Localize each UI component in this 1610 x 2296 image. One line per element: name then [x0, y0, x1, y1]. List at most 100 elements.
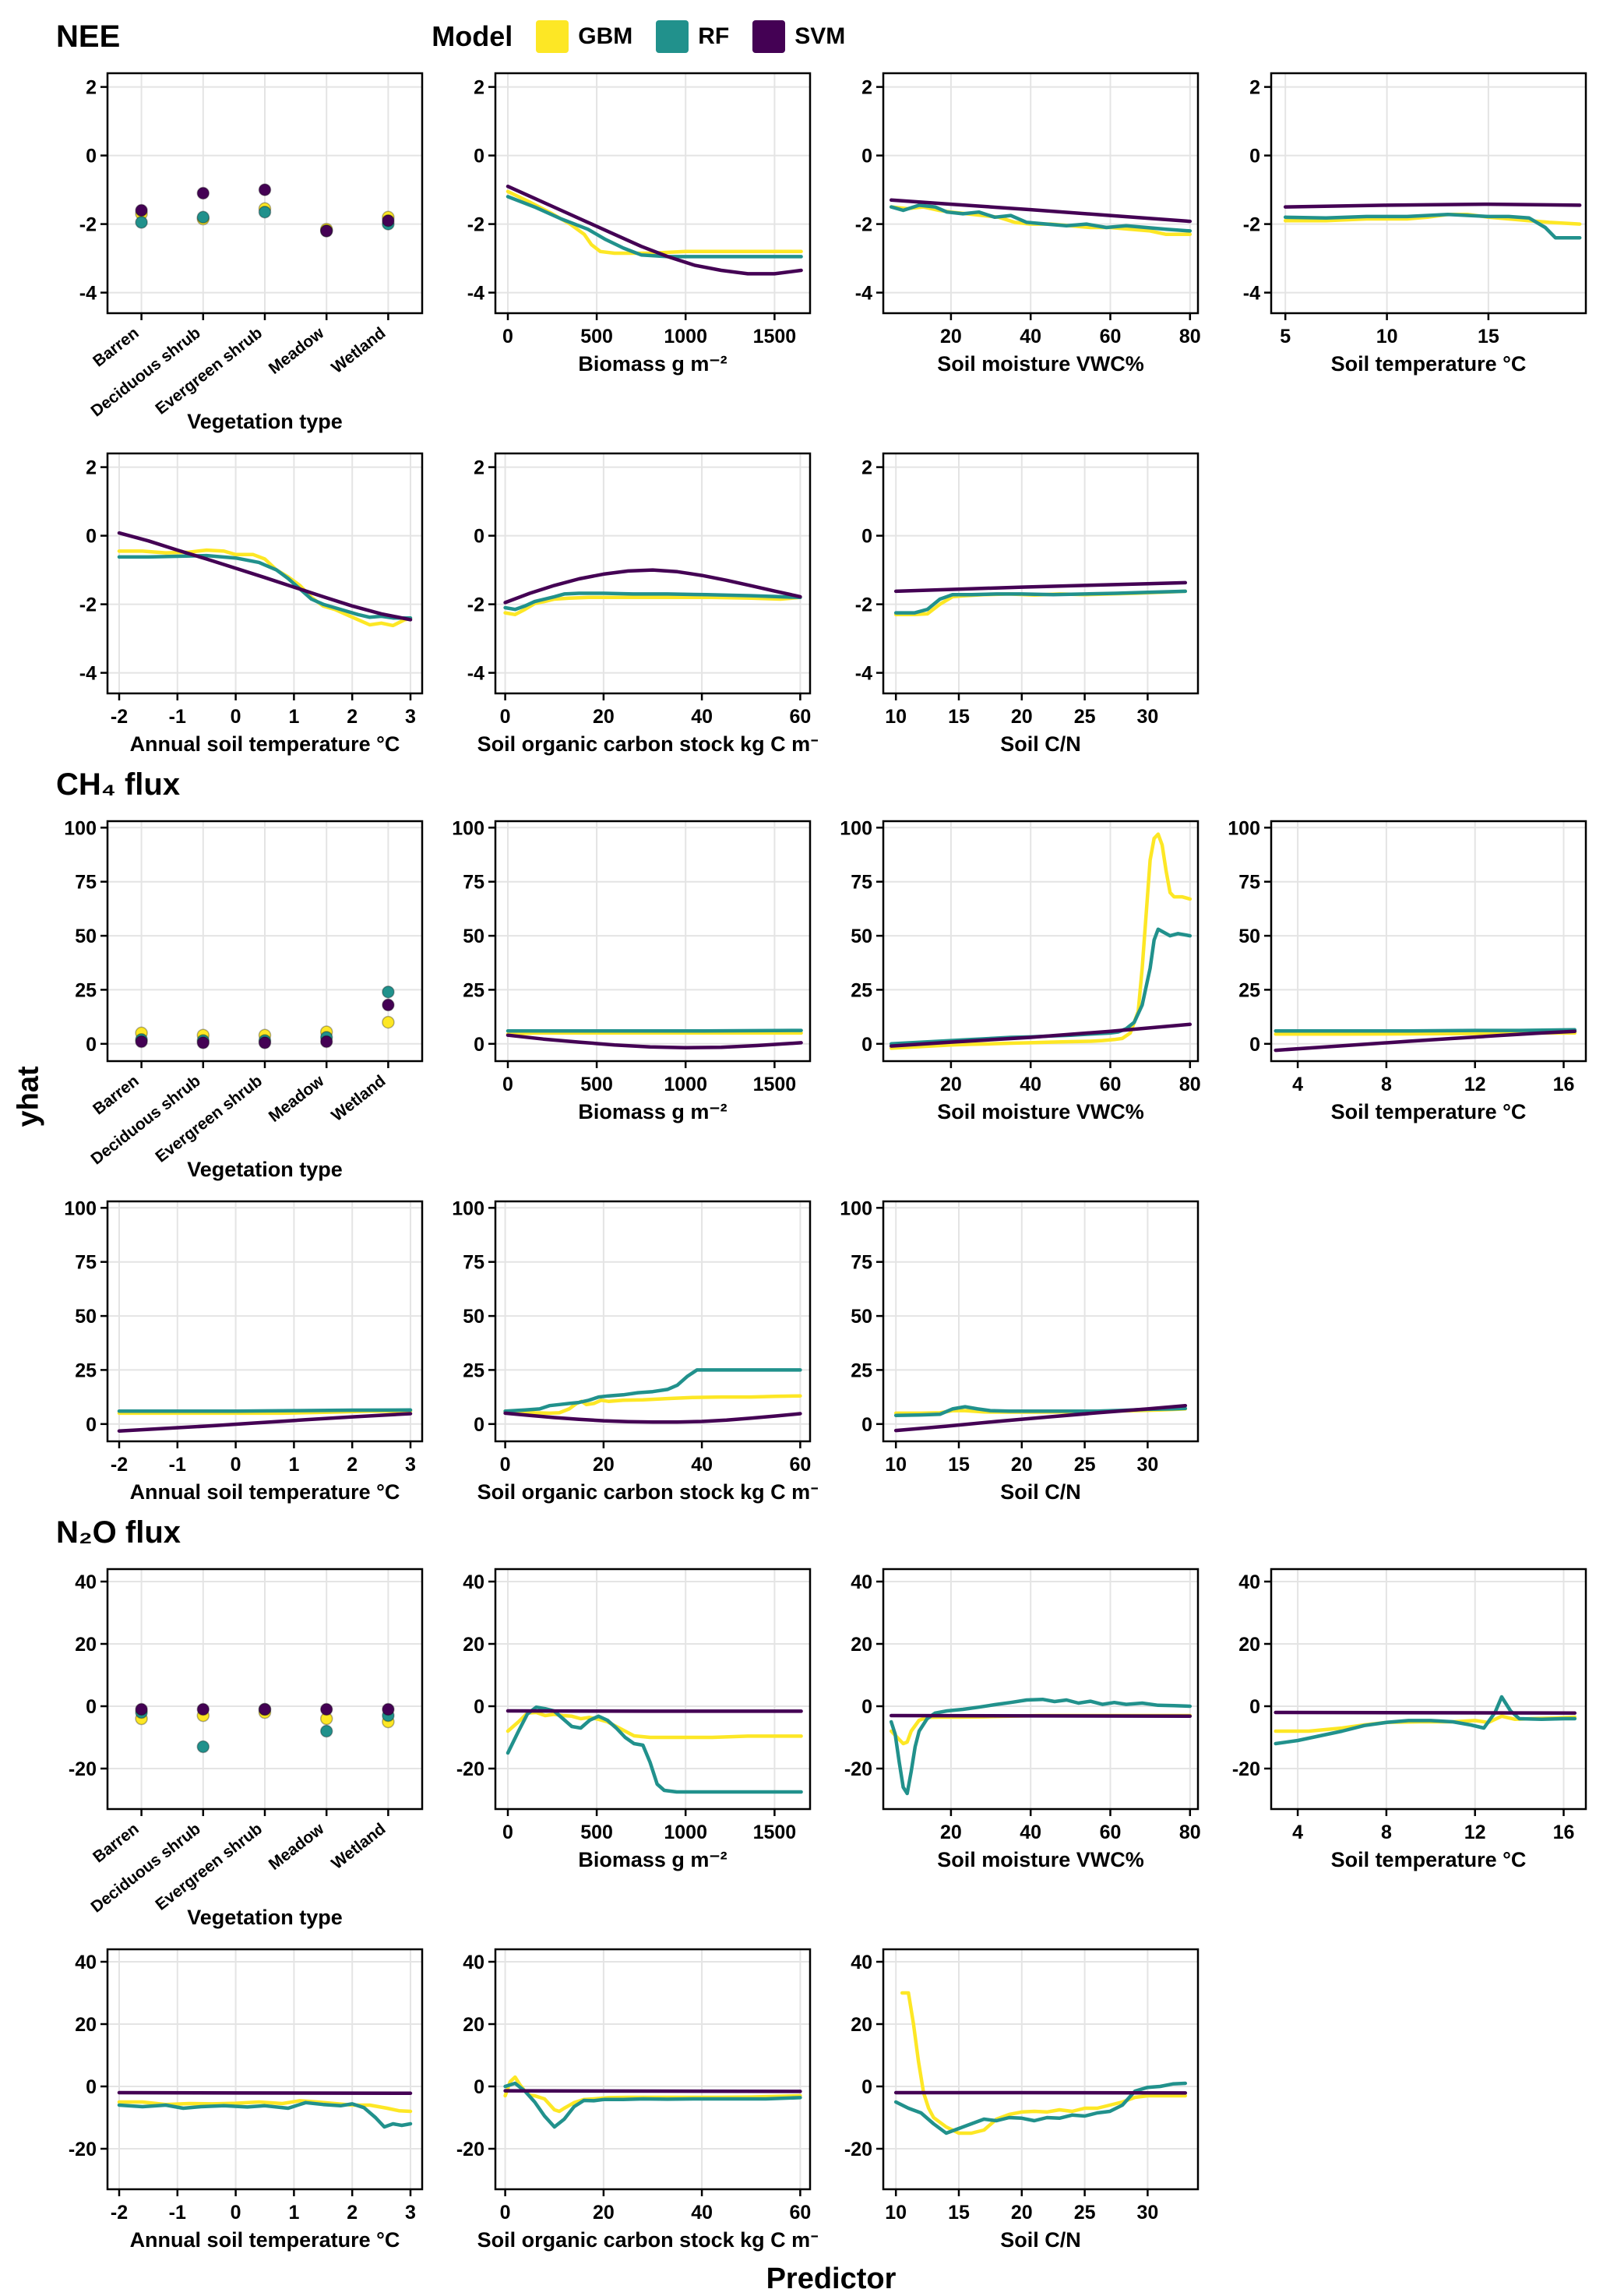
tick-label-x: 3	[405, 706, 416, 728]
line-rf	[506, 1370, 801, 1411]
tick-label-y: -20	[69, 2139, 97, 2160]
tick-label-x: 10	[885, 1454, 907, 1476]
tick-label-y: 2	[861, 457, 872, 479]
tick-label-x: 500	[580, 1074, 613, 1095]
panel-x-axis-label: Annual soil temperature °C	[130, 1480, 400, 1504]
panel-x-axis-label: Soil temperature °C	[1331, 1848, 1527, 1871]
tick-label-x: 40	[1020, 1822, 1041, 1843]
tick-label-x: Evergreen shrub	[152, 324, 266, 418]
tick-label-y: 25	[463, 979, 484, 1001]
tick-label-x: Deciduous shrub	[88, 324, 204, 421]
point-svm	[136, 1704, 147, 1716]
tick-label-y: 75	[1238, 872, 1260, 894]
tick-label-y: 75	[851, 872, 872, 894]
tick-label-x: 20	[1011, 1454, 1033, 1476]
tick-label-y: -2	[467, 214, 484, 236]
tick-label-x: 60	[789, 2202, 811, 2224]
legend-label-svm: SVM	[794, 23, 845, 50]
tick-label-y: -20	[844, 2139, 872, 2160]
panel-border	[107, 1201, 422, 1441]
point-rf	[197, 1741, 209, 1753]
tick-label-x: 40	[1020, 326, 1041, 347]
tick-label-x: Wetland	[328, 1072, 389, 1125]
tick-label-y: 0	[861, 1034, 872, 1056]
tick-label-x: 500	[580, 326, 613, 347]
tick-label-x: 0	[502, 1074, 513, 1095]
tick-label-x: 15	[1478, 326, 1499, 347]
tick-label-y: 0	[86, 1696, 97, 1718]
tick-label-x: 20	[940, 1074, 962, 1095]
point-svm	[136, 1036, 147, 1048]
tick-label-x: 0	[502, 1822, 513, 1843]
tick-label-x: 4	[1292, 1822, 1303, 1843]
tick-label-x: 20	[593, 706, 615, 728]
panel-x-axis-label: Soil moisture VWC%	[937, 1100, 1144, 1123]
panel-x-axis-label: Soil organic carbon stock kg C m⁻²	[477, 1480, 818, 1504]
tick-label-x: Deciduous shrub	[88, 1820, 204, 1917]
line-rf	[1276, 1697, 1575, 1744]
tick-label-x: 30	[1136, 706, 1158, 728]
tick-label-x: 0	[231, 706, 241, 728]
tick-label-x: 0	[231, 1454, 241, 1476]
tick-label-y: -4	[79, 663, 97, 685]
y-axis-title: yhat	[12, 1073, 46, 1127]
tick-label-y: 0	[861, 526, 872, 548]
tick-label-y: -20	[844, 1758, 872, 1780]
point-svm	[136, 205, 147, 217]
tick-label-x: 1500	[753, 1822, 797, 1843]
line-gbm	[508, 192, 801, 253]
tick-label-y: 50	[75, 1306, 97, 1328]
tick-label-x: Meadow	[266, 1071, 328, 1126]
tick-label-x: 20	[940, 1822, 962, 1843]
point-svm	[259, 1037, 271, 1049]
tick-label-y: -4	[1243, 283, 1260, 305]
line-gbm	[119, 550, 410, 626]
panel-x-axis-label: Soil C/N	[1000, 732, 1081, 756]
tick-label-x: 1500	[753, 326, 797, 347]
tick-label-x: 10	[885, 2202, 907, 2224]
tick-label-x: 1	[288, 2202, 299, 2224]
tick-label-x: 5	[1280, 326, 1291, 347]
panel-x-axis-label: Vegetation type	[187, 1906, 343, 1929]
panel-x-axis-label: Soil C/N	[1000, 1480, 1081, 1504]
tick-label-x: 80	[1179, 1822, 1201, 1843]
tick-label-x: 15	[948, 2202, 970, 2224]
tick-label-x: 1500	[753, 1074, 797, 1095]
tick-label-x: 30	[1136, 1454, 1158, 1476]
tick-label-y: 25	[75, 1360, 97, 1381]
tick-label-y: -4	[79, 283, 97, 305]
panel-x-axis-label: Soil organic carbon stock kg C m⁻²	[477, 2228, 818, 2252]
legend-swatch-gbm	[536, 20, 569, 53]
tick-label-y: 2	[474, 457, 484, 479]
tick-label-y: 100	[64, 817, 97, 839]
point-svm	[197, 1704, 209, 1716]
tick-label-x: Evergreen shrub	[152, 1072, 266, 1166]
tick-label-y: 0	[474, 1034, 484, 1056]
tick-label-y: 0	[474, 1414, 484, 1436]
tick-label-y: 40	[75, 1571, 97, 1593]
panel-border	[495, 453, 810, 693]
tick-label-y: 20	[75, 2014, 97, 2036]
line-rf	[891, 1699, 1190, 1793]
tick-label-y: 40	[1238, 1571, 1260, 1593]
tick-label-y: -20	[69, 1758, 97, 1780]
panel-border	[107, 1949, 422, 2189]
legend-swatch-svm	[752, 20, 785, 53]
tick-label-y: 20	[75, 1634, 97, 1656]
section-title-ch4: CH₄ flux	[56, 767, 180, 802]
point-rf	[197, 211, 209, 223]
